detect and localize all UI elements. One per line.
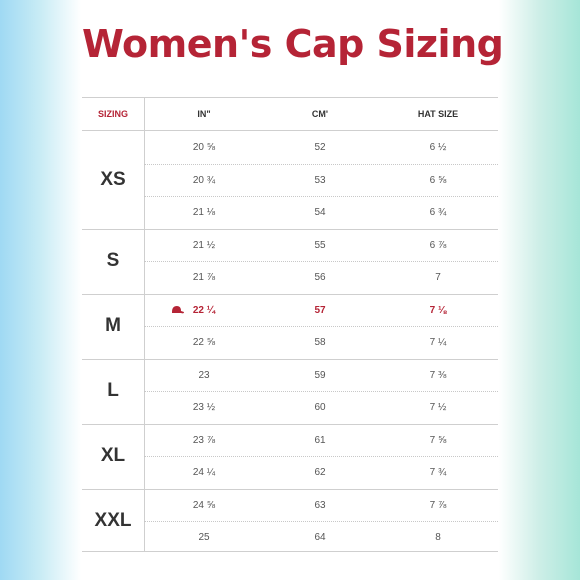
size-label: XXL (94, 510, 132, 531)
cm-cell: 56 (314, 272, 326, 283)
table-row: 21 ⅛ 54 6 ¾ (144, 196, 498, 229)
inches-cell: 21 ½ (192, 239, 216, 251)
hat-size-cell: 6 ½ (429, 142, 447, 153)
inches-cell: 21 ⅞ (192, 272, 216, 283)
hat-size-cell: 8 (435, 532, 441, 543)
hat-size-cell: 7 ⅞ (429, 499, 447, 511)
inches-cell: 23 ½ (192, 402, 216, 413)
table-row: 23 ½ 60 7 ½ (144, 391, 498, 424)
hat-size-cell: 6 ⅝ (429, 174, 447, 186)
inches-cell: 22 ¼ (192, 304, 216, 316)
inches-cell: 20 ⅝ (192, 142, 216, 153)
size-group: XS 20 ⅝ 52 6 ½ 20 ¾ 53 6 ⅝ 21 ⅛ 54 6 ¾ (82, 131, 498, 230)
cm-cell: 63 (314, 499, 326, 511)
size-group: L 23 59 7 ⅜ 23 ½ 60 7 ½ (82, 359, 498, 425)
column-divider (144, 98, 145, 551)
cm-cell: 54 (314, 207, 326, 218)
cm-cell: 52 (314, 142, 326, 153)
hat-size-cell: 6 ⅞ (429, 239, 447, 251)
size-group: XL 23 ⅞ 61 7 ⅝ 24 ¼ 62 7 ¾ (82, 424, 498, 490)
cm-cell: 58 (314, 337, 326, 348)
size-group: M 22 ¼ 57 7 ⅛ 22 ⅝ 58 7 ¼ (82, 294, 498, 360)
inches-cell: 25 (198, 532, 210, 543)
table-row: 25 64 8 (144, 521, 498, 554)
cap-icon (171, 305, 185, 318)
cm-cell: 60 (314, 402, 326, 413)
cm-cell: 55 (314, 239, 326, 251)
hat-size-cell: 7 ½ (429, 402, 447, 413)
header-cm: CM' (311, 109, 329, 119)
inches-cell: 23 ⅞ (192, 434, 216, 446)
header-sizing: SIZING (97, 109, 129, 119)
hat-size-cell: 6 ¾ (429, 207, 447, 218)
size-label: L (107, 380, 119, 401)
table-row: 23 59 7 ⅜ (144, 359, 498, 392)
inches-cell: 20 ¾ (192, 174, 216, 186)
size-group: XXL 24 ⅝ 63 7 ⅞ 25 64 8 (82, 489, 498, 554)
hat-size-cell: 7 ⅜ (429, 369, 447, 381)
size-group: S 21 ½ 55 6 ⅞ 21 ⅞ 56 7 (82, 229, 498, 295)
inches-cell: 24 ¼ (192, 467, 216, 478)
chart-title: Women's Cap Sizing (82, 22, 504, 66)
size-label: XL (100, 445, 126, 466)
inches-cell: 21 ⅛ (192, 207, 216, 218)
inches-cell: 23 (198, 369, 210, 381)
cm-cell: 57 (314, 304, 326, 316)
cm-cell: 64 (314, 532, 326, 543)
table-row: 20 ⅝ 52 6 ½ (144, 131, 498, 165)
table-row: 20 ¾ 53 6 ⅝ (144, 164, 498, 197)
cm-cell: 53 (314, 174, 326, 186)
cm-cell: 62 (314, 467, 326, 478)
header-hat-size: HAT SIZE (417, 109, 459, 119)
table-row: 21 ½ 55 6 ⅞ (144, 229, 498, 262)
cm-cell: 61 (314, 434, 326, 446)
hat-size-cell: 7 ⅝ (429, 434, 447, 446)
table-row: 24 ⅝ 63 7 ⅞ (144, 489, 498, 522)
inches-cell: 24 ⅝ (192, 499, 216, 511)
table-row: 23 ⅞ 61 7 ⅝ (144, 424, 498, 457)
hat-size-cell: 7 (435, 272, 441, 283)
header-inches: IN" (197, 109, 211, 119)
inches-cell: 22 ⅝ (192, 337, 216, 348)
table-row: 21 ⅞ 56 7 (144, 261, 498, 294)
hat-size-cell: 7 ⅛ (429, 304, 447, 316)
table-row: 22 ⅝ 58 7 ¼ (144, 326, 498, 359)
table-row: 22 ¼ 57 7 ⅛ (144, 294, 498, 327)
size-label: M (105, 315, 121, 336)
hat-size-cell: 7 ¼ (429, 337, 447, 348)
hat-size-cell: 7 ¾ (429, 467, 447, 478)
size-chart-card: Women's Cap Sizing SIZING IN" CM' HAT SI… (82, 0, 504, 580)
size-table: SIZING IN" CM' HAT SIZE XS 20 ⅝ 52 6 ½ 20 ¾ 5… (82, 97, 498, 552)
size-label: S (106, 250, 120, 271)
table-row: 24 ¼ 62 7 ¾ (144, 456, 498, 489)
cm-cell: 59 (314, 369, 326, 381)
size-label: XS (100, 168, 126, 190)
table-header: SIZING IN" CM' HAT SIZE (82, 98, 498, 131)
